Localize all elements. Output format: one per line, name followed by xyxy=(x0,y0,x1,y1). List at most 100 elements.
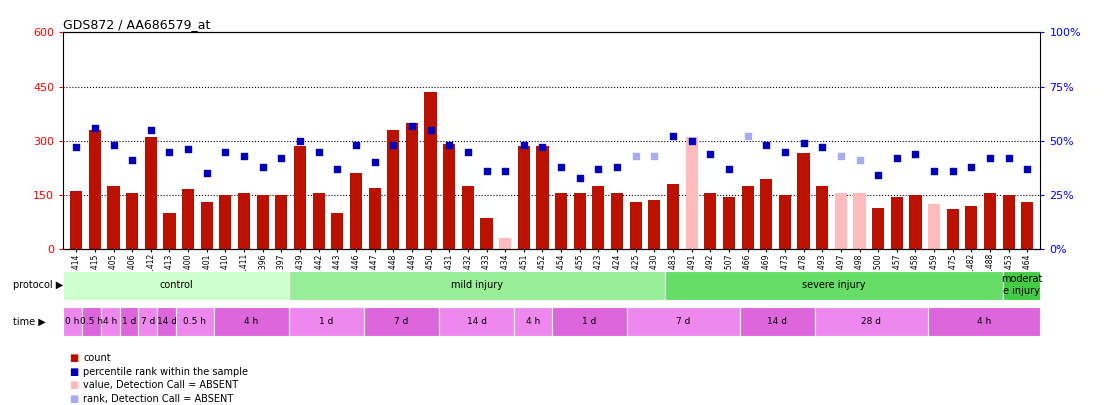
Bar xyxy=(517,146,530,249)
Bar xyxy=(817,186,829,249)
Bar xyxy=(910,195,922,249)
Point xyxy=(888,155,905,161)
Bar xyxy=(145,137,157,249)
Bar xyxy=(176,307,214,336)
Bar xyxy=(312,193,325,249)
Point xyxy=(776,148,793,155)
Point xyxy=(944,168,962,174)
Point xyxy=(999,155,1017,161)
Point xyxy=(422,127,440,133)
Bar xyxy=(120,307,138,336)
Bar xyxy=(201,202,213,249)
Point xyxy=(794,140,812,146)
Point xyxy=(254,164,271,170)
Bar xyxy=(627,307,740,336)
Bar xyxy=(101,307,120,336)
Bar xyxy=(126,193,138,249)
Point xyxy=(198,170,216,177)
Bar xyxy=(163,213,175,249)
Bar xyxy=(814,307,927,336)
Bar xyxy=(1022,202,1034,249)
Point xyxy=(179,146,197,153)
Bar xyxy=(629,202,642,249)
Text: 14 d: 14 d xyxy=(768,317,788,326)
Bar xyxy=(275,195,287,249)
Bar xyxy=(929,204,941,249)
Text: time ▶: time ▶ xyxy=(13,317,47,326)
Point xyxy=(68,144,85,151)
Bar xyxy=(722,197,735,249)
Bar xyxy=(648,200,660,249)
Bar xyxy=(927,307,1040,336)
Bar xyxy=(257,195,269,249)
Bar xyxy=(946,209,958,249)
Text: ■: ■ xyxy=(69,354,78,363)
Bar xyxy=(665,271,1003,300)
Bar xyxy=(89,130,101,249)
Bar xyxy=(667,184,679,249)
Text: severe injury: severe injury xyxy=(802,280,865,290)
Point xyxy=(1018,166,1036,172)
Bar xyxy=(536,146,548,249)
Bar xyxy=(741,186,753,249)
Bar xyxy=(872,207,884,249)
Point xyxy=(870,172,888,179)
Bar xyxy=(984,193,996,249)
Point xyxy=(571,174,588,181)
Bar xyxy=(350,173,362,249)
Point xyxy=(86,124,104,131)
Text: 14 d: 14 d xyxy=(156,317,176,326)
Bar xyxy=(574,193,586,249)
Point xyxy=(925,168,943,174)
Bar xyxy=(891,197,903,249)
Text: 1 d: 1 d xyxy=(122,317,136,326)
Bar xyxy=(63,271,289,300)
Point xyxy=(701,151,719,157)
Point xyxy=(403,122,421,129)
Point xyxy=(496,168,514,174)
Point xyxy=(273,155,290,161)
Bar xyxy=(514,307,552,336)
Point xyxy=(739,133,757,140)
Text: value, Detection Call = ABSENT: value, Detection Call = ABSENT xyxy=(83,380,238,390)
Text: 4 h: 4 h xyxy=(103,317,117,326)
Point xyxy=(664,133,681,140)
Point xyxy=(627,153,645,159)
Bar xyxy=(439,307,514,336)
Point xyxy=(142,127,160,133)
Bar xyxy=(369,188,381,249)
Point xyxy=(310,148,328,155)
Bar xyxy=(157,307,176,336)
Text: GDS872 / AA686579_at: GDS872 / AA686579_at xyxy=(63,18,211,31)
Text: ■: ■ xyxy=(69,367,78,377)
Text: ■: ■ xyxy=(69,394,78,403)
Text: percentile rank within the sample: percentile rank within the sample xyxy=(83,367,248,377)
Text: 28 d: 28 d xyxy=(861,317,881,326)
Text: 14 d: 14 d xyxy=(466,317,486,326)
Bar xyxy=(593,186,605,249)
Point xyxy=(104,142,122,148)
Point xyxy=(328,166,346,172)
Point xyxy=(906,151,924,157)
Bar xyxy=(182,190,194,249)
Point xyxy=(384,142,402,148)
Point xyxy=(216,148,234,155)
Point xyxy=(646,153,664,159)
Bar xyxy=(387,130,399,249)
Point xyxy=(552,164,570,170)
Point xyxy=(291,138,309,144)
Bar xyxy=(462,186,474,249)
Bar xyxy=(965,206,977,249)
Bar xyxy=(552,307,627,336)
Point xyxy=(515,142,533,148)
Bar xyxy=(760,179,772,249)
Bar xyxy=(853,193,865,249)
Bar xyxy=(238,193,250,249)
Point xyxy=(608,164,626,170)
Point xyxy=(534,144,552,151)
Bar xyxy=(686,137,698,249)
Bar xyxy=(289,271,665,300)
Point xyxy=(758,142,776,148)
Text: 7 d: 7 d xyxy=(676,317,690,326)
Bar xyxy=(294,146,306,249)
